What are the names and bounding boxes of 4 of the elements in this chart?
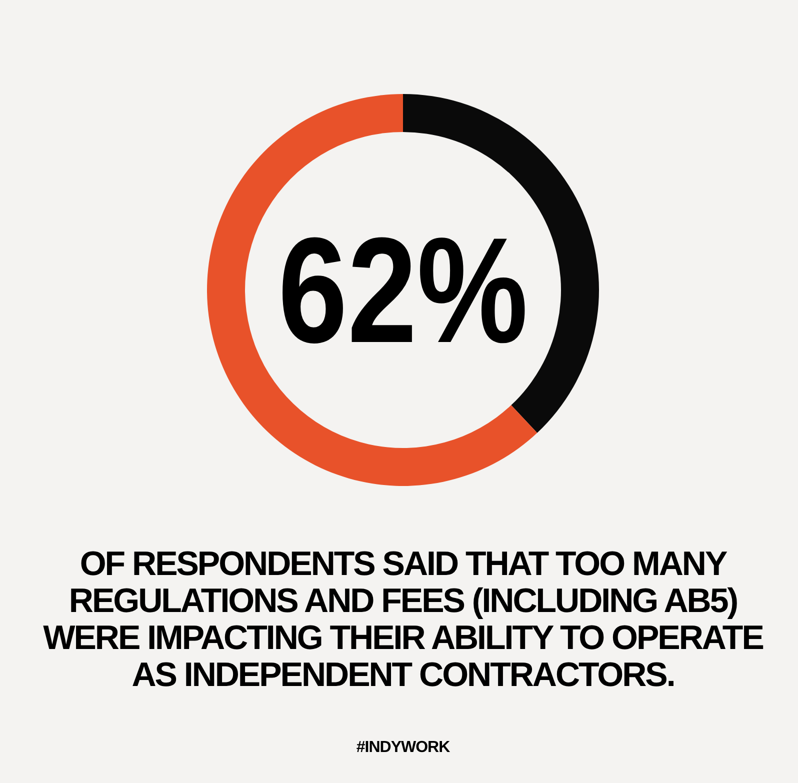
- text: OF RESPONDENTS SAID THAT TOO MANY REGULATIONS AND FEES (INCLUDING AB5) WERE IMPACTING THEIR ABILITY TO OPERATE AS INDEPENDENT CONTRACTORS.: [43, 545, 764, 694]
- text: #INDYWORK: [356, 739, 451, 756]
- text: 62%: [278, 206, 578, 374]
- donut-slice: [207, 94, 538, 486]
